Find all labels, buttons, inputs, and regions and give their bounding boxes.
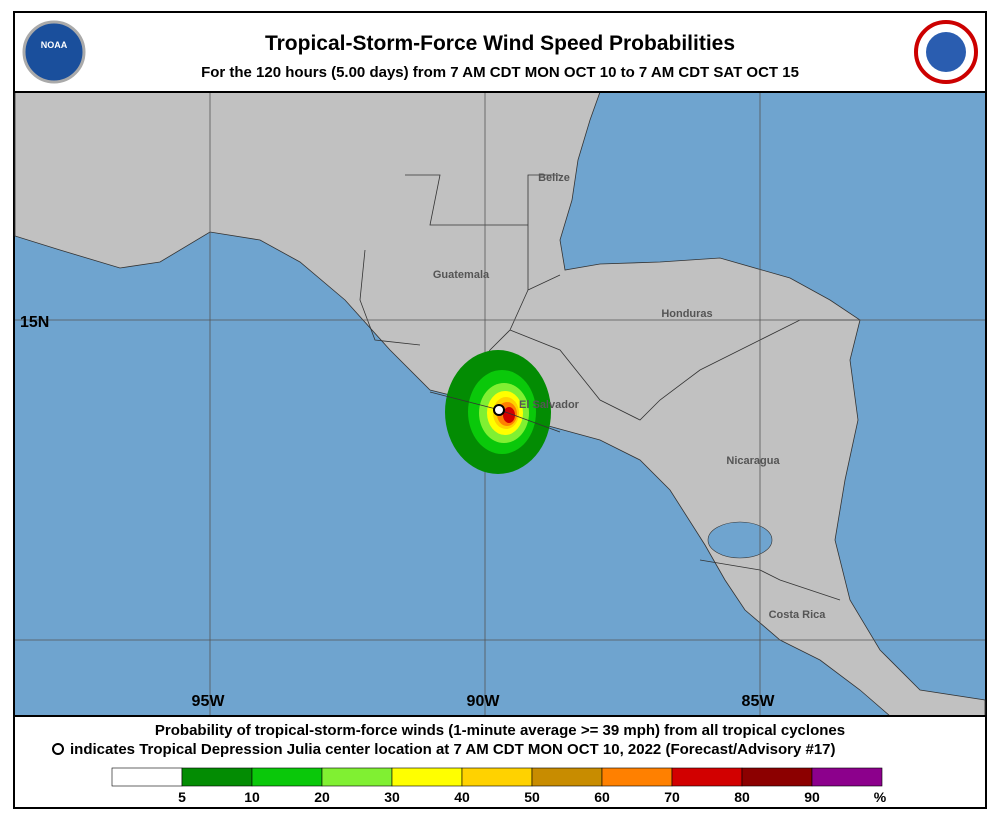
legend-swatch <box>391 767 463 787</box>
lon-label: 90W <box>467 693 501 710</box>
country-labels: Belize Guatemala Honduras El Salvador Ni… <box>433 172 826 621</box>
legend: 5 10 20 30 40 50 60 70 80 90% <box>111 767 887 805</box>
lon-label: 95W <box>192 693 226 710</box>
country-label: Guatemala <box>433 269 490 281</box>
nws-logo-inner <box>926 32 966 72</box>
legend-swatch <box>321 767 393 787</box>
legend-tick-label: 90 <box>804 789 820 805</box>
legend-tick-label: 70 <box>664 789 680 805</box>
subtitle: For the 120 hours (5.00 days) from 7 AM … <box>201 64 799 81</box>
country-label: El Salvador <box>519 399 580 411</box>
lat-label: 15N <box>20 314 49 331</box>
legend-tick-label: 40 <box>454 789 470 805</box>
legend-tick-label: 80 <box>734 789 750 805</box>
legend-tick-label: 10 <box>244 789 260 805</box>
country-label: Nicaragua <box>726 455 780 467</box>
title: Tropical-Storm-Force Wind Speed Probabil… <box>265 32 735 55</box>
legend-swatch <box>671 767 743 787</box>
legend-unit: % <box>874 789 887 805</box>
legend-swatch <box>531 767 603 787</box>
lon-label: 85W <box>742 693 776 710</box>
map: Belize Guatemala Honduras El Salvador Ni… <box>14 91 986 717</box>
footer-line: indicates Tropical Depression Julia cent… <box>70 741 836 758</box>
country-label: Honduras <box>661 308 712 320</box>
country-label: Belize <box>538 172 570 184</box>
legend-swatch <box>111 767 183 787</box>
legend-tick-label: 60 <box>594 789 610 805</box>
noaa-logo <box>22 20 86 84</box>
lake-nicaragua <box>707 521 773 559</box>
country-label: Costa Rica <box>769 609 827 621</box>
noaa-logo-text: NOAA <box>41 40 68 50</box>
coordinate-labels: 15N 95W 90W 85W <box>20 314 775 710</box>
legend-tick-label: 50 <box>524 789 540 805</box>
legend-swatch <box>251 767 323 787</box>
legend-tick-label: 5 <box>178 789 186 805</box>
legend-tick-label: 30 <box>384 789 400 805</box>
legend-swatch <box>601 767 673 787</box>
probability-contours <box>429 350 561 474</box>
legend-swatch <box>741 767 813 787</box>
storm-center <box>493 404 505 416</box>
contour <box>503 407 515 423</box>
center-symbol <box>52 743 64 755</box>
legend-swatch <box>181 767 253 787</box>
footer-line: Probability of tropical-storm-force wind… <box>155 722 845 739</box>
legend-swatch <box>461 767 533 787</box>
legend-swatch <box>811 767 883 787</box>
legend-tick-label: 20 <box>314 789 330 805</box>
